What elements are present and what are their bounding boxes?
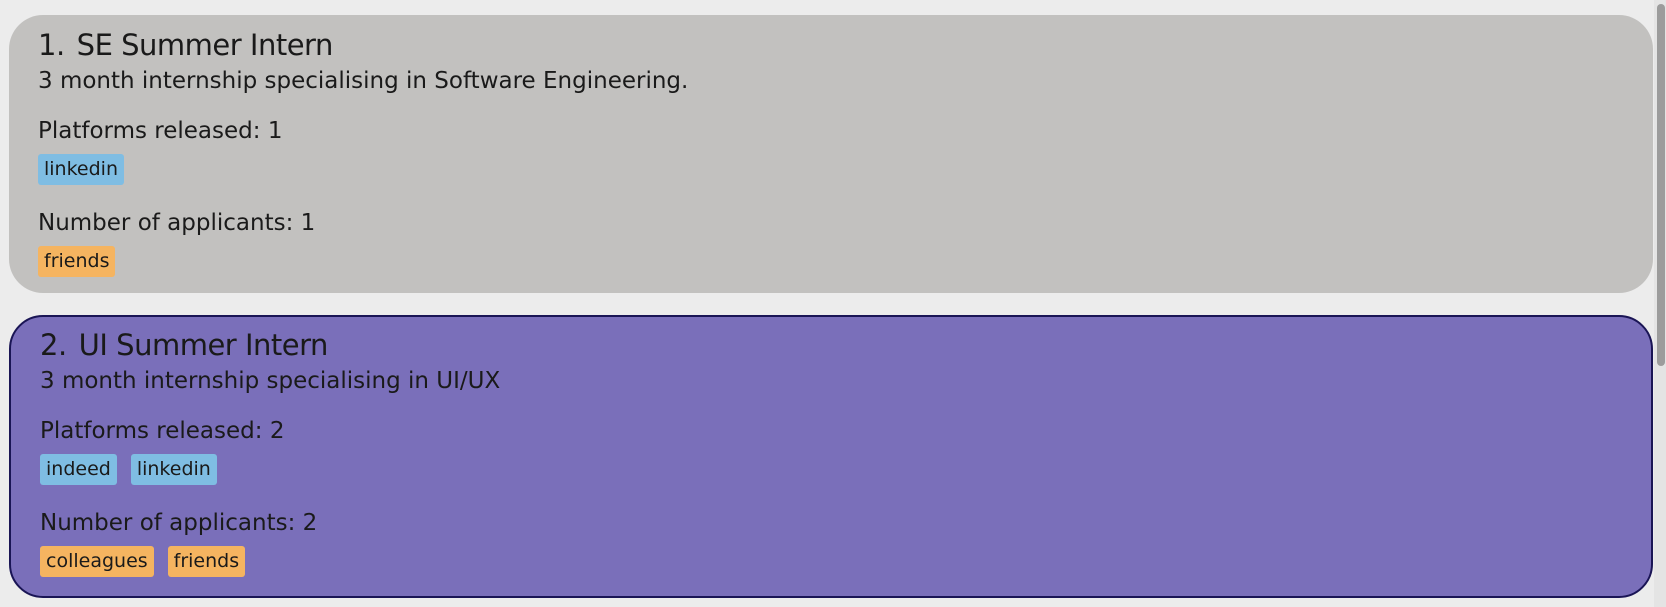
- platforms-label: Platforms released: 1: [38, 118, 283, 144]
- card-index: 1.: [38, 28, 65, 62]
- card-title: 2. UI Summer Intern: [40, 328, 328, 362]
- scrollbar-thumb[interactable]: [1657, 4, 1665, 366]
- vertical-scrollbar[interactable]: [1654, 0, 1666, 607]
- applicants-label: Number of applicants: 2: [40, 510, 318, 536]
- applicant-tags: friends: [38, 246, 116, 277]
- platform-tags: indeed linkedin: [40, 454, 217, 485]
- applicants-label: Number of applicants: 1: [38, 210, 316, 236]
- applicant-tag: friends: [167, 546, 246, 577]
- card-title-text: SE Summer Intern: [76, 28, 334, 62]
- platform-tag: linkedin: [130, 454, 217, 485]
- applicant-tag: colleagues: [40, 546, 154, 577]
- platform-tags: linkedin: [38, 154, 124, 185]
- platform-tag: linkedin: [38, 154, 124, 185]
- applicant-tags: colleagues friends: [40, 546, 246, 577]
- card-title: 1. SE Summer Intern: [38, 28, 333, 62]
- card-index: 2.: [40, 328, 67, 362]
- card-title-text: UI Summer Intern: [78, 328, 329, 362]
- applicant-tag: friends: [38, 246, 116, 277]
- internship-card-selected[interactable]: 2. UI Summer Intern 3 month internship sp…: [9, 315, 1653, 598]
- card-description: 3 month internship specialising in UI/UX: [40, 368, 501, 394]
- platforms-label: Platforms released: 2: [40, 418, 285, 444]
- platform-tag: indeed: [40, 454, 117, 485]
- card-description: 3 month internship specialising in Softw…: [38, 68, 689, 94]
- internship-card[interactable]: 1. SE Summer Intern 3 month internship sp…: [9, 15, 1653, 293]
